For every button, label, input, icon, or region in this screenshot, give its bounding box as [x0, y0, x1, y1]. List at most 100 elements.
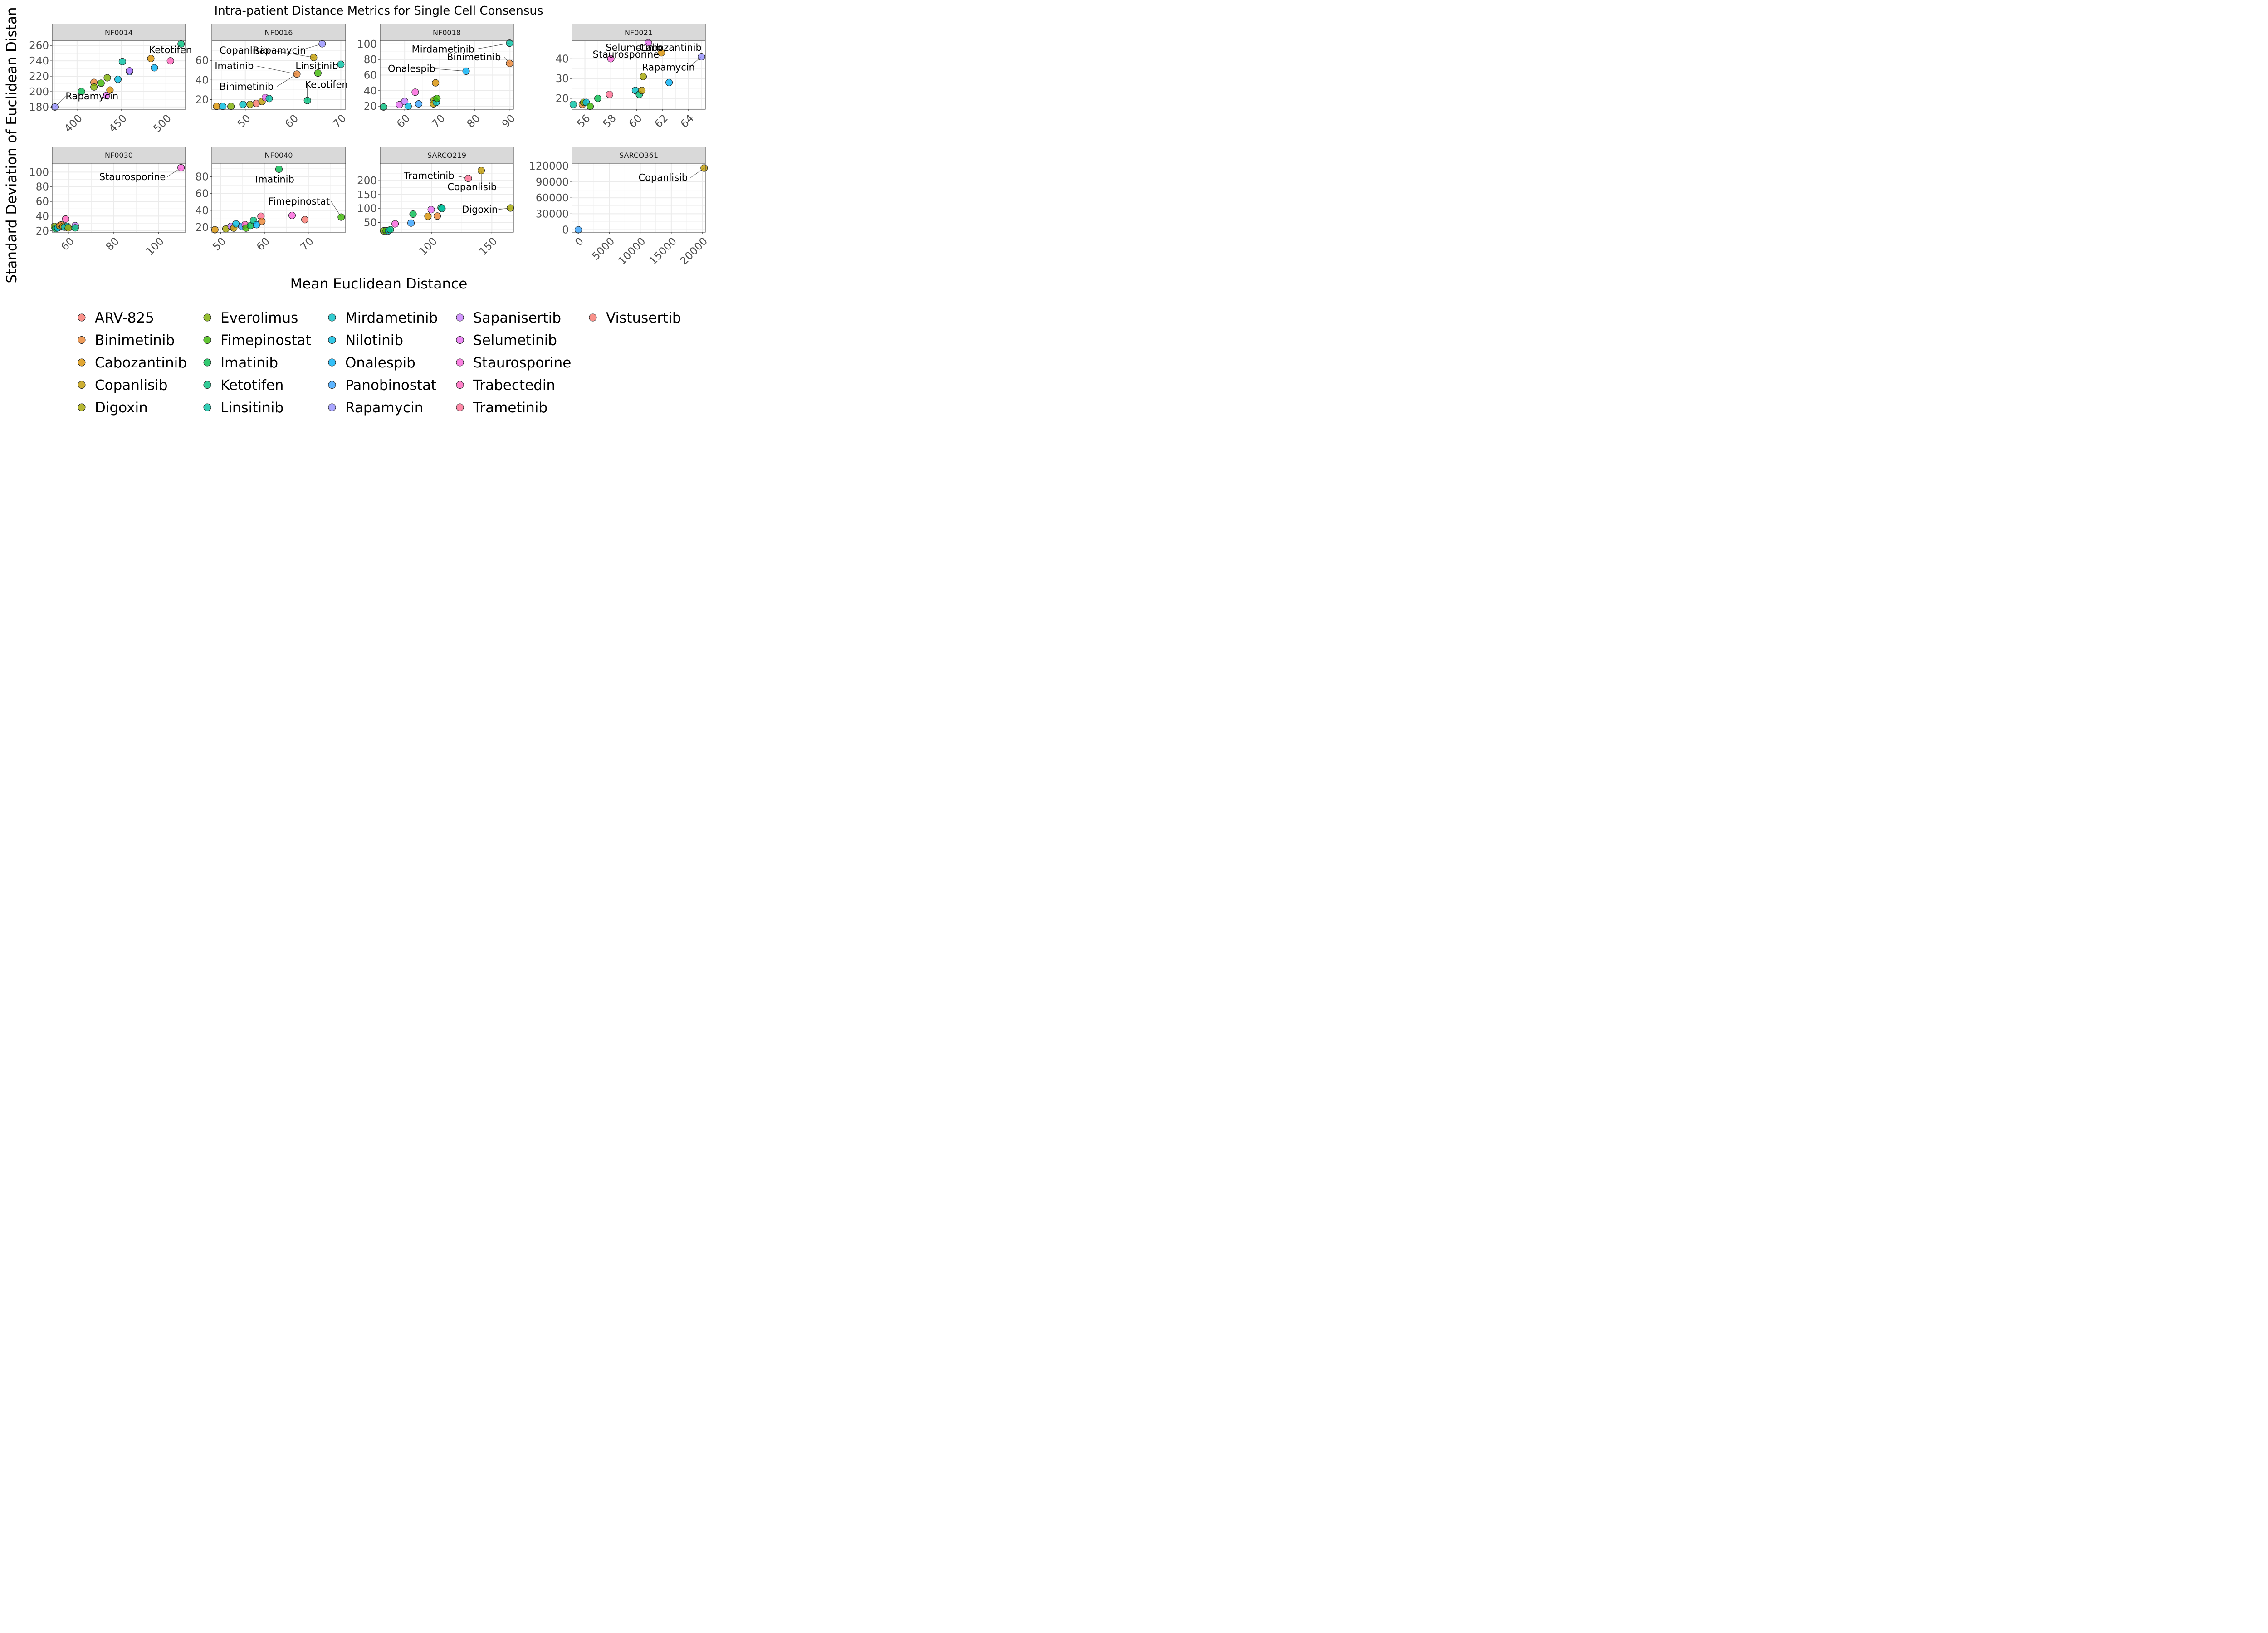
- legend-label: Mirdametinib: [345, 310, 438, 326]
- data-point-trabectedin: [62, 215, 69, 223]
- facet-nf0018: NF0018 20 40 60 80 100 60 70 80 90 MirdametinibBin…: [357, 24, 518, 130]
- legend-label: Binimetinib: [95, 332, 175, 349]
- legend-item-selumetinib: Selumetinib: [456, 332, 557, 349]
- legend-key: [328, 358, 336, 367]
- facet-nf0014: NF0014 180 200 220 240 260 400 450 500 Rapamycin K…: [29, 24, 192, 135]
- data-point-everolimus: [90, 83, 98, 91]
- data-point-cabozantinib: [432, 79, 440, 87]
- data-point-cabozantinib: [147, 55, 155, 63]
- y-tick-label: 40: [196, 205, 209, 217]
- legend-key: [203, 381, 211, 389]
- legend-label: Rapamycin: [345, 400, 423, 416]
- point-label: Onalespib: [388, 64, 435, 74]
- legend-key: [456, 358, 464, 367]
- point-label: Binimetinib: [447, 52, 501, 63]
- legend-item-cabozantinib: Cabozantinib: [78, 355, 187, 371]
- panel-background: [52, 41, 186, 109]
- data-point-imatinib: [409, 210, 417, 218]
- legend-key: [78, 381, 86, 389]
- data-point-copanlisib: [310, 54, 318, 61]
- facet-strip: [380, 147, 514, 164]
- data-point-copanlisib: [700, 164, 708, 172]
- y-tick-label: 260: [29, 40, 49, 52]
- y-tick-label: 0: [562, 224, 569, 236]
- x-tick-label: 60: [59, 235, 77, 253]
- data-point-mirdametinib: [239, 101, 247, 108]
- legend-label: Ketotifen: [220, 377, 284, 394]
- x-tick-label: 10000: [616, 235, 648, 267]
- facet-sarco361: SARCO361 0 30000 60000 90000 120000 0 500010000…: [529, 147, 710, 267]
- y-tick-label: 60000: [536, 192, 569, 204]
- data-point-selumetinib: [645, 39, 652, 47]
- panel-border: [572, 40, 706, 110]
- point-label: Selumetinib: [606, 42, 662, 53]
- data-point-fimepinostat: [314, 69, 322, 77]
- y-tick-label: 30: [556, 73, 569, 85]
- x-tick-label: 70: [430, 112, 447, 130]
- legend-item-digoxin: Digoxin: [78, 400, 148, 416]
- legend-key: [328, 381, 336, 389]
- legend: ARV-825 Binimetinib Cabozantinib Copanlisib…: [78, 310, 681, 416]
- facet-strip-label: NF0014: [105, 29, 133, 37]
- legend-key: [456, 313, 464, 322]
- data-point-binimetinib: [258, 217, 266, 225]
- y-tick-label: 60: [36, 196, 49, 208]
- y-tick-label: 60: [196, 188, 209, 200]
- x-tick-label: 62: [653, 112, 670, 130]
- x-tick-label: 70: [298, 235, 316, 253]
- y-tick-label: 40: [196, 74, 209, 86]
- y-tick-label: 80: [196, 171, 209, 183]
- data-point-onalespib: [665, 78, 673, 86]
- data-point-rapamycin: [698, 53, 705, 61]
- x-tick-label: 400: [62, 112, 84, 135]
- facet-strip-label: NF0016: [265, 29, 293, 37]
- data-point-fimepinostat: [433, 94, 441, 102]
- legend-item-trametinib: Trametinib: [456, 400, 547, 416]
- data-point-onalespib: [253, 221, 260, 229]
- x-tick-label: 500: [151, 112, 173, 135]
- legend-label: Vistusertib: [606, 310, 681, 326]
- legend-item-binimetinib: Binimetinib: [78, 332, 175, 349]
- legend-key: [78, 336, 86, 344]
- facet-strip: [52, 147, 186, 164]
- point-label: Fimepinostat: [269, 196, 330, 207]
- x-tick-label: 5000: [590, 235, 617, 263]
- x-tick-label: 450: [107, 112, 129, 135]
- facet-strip-label: NF0021: [625, 29, 653, 37]
- y-tick-label: 20: [36, 225, 49, 237]
- x-tick-label: 0: [573, 235, 586, 249]
- legend-label: Selumetinib: [473, 332, 557, 349]
- legend-key: [203, 313, 211, 322]
- data-point-everolimus: [227, 103, 235, 110]
- data-point-imatinib: [594, 94, 602, 102]
- y-tick-label: 150: [357, 189, 377, 201]
- data-point-cabozantinib: [424, 212, 432, 220]
- legend-key: [78, 403, 86, 411]
- y-tick-label: 20: [556, 93, 569, 105]
- data-point-ketotifen: [177, 40, 185, 48]
- label-leader: [474, 43, 510, 50]
- data-point-cabozantinib: [211, 226, 219, 234]
- facet-strip: [572, 147, 706, 164]
- legend-label: Trabectedin: [473, 377, 555, 394]
- data-point-copanlisib: [638, 87, 646, 94]
- data-point-digoxin: [639, 73, 647, 80]
- x-tick-label: 15000: [647, 235, 679, 267]
- data-point-linsitinib: [438, 205, 446, 212]
- data-point-ketotifen: [71, 224, 79, 232]
- x-tick-label: 60: [395, 112, 412, 130]
- panel-border: [211, 163, 346, 233]
- panel-background: [52, 163, 186, 232]
- x-tick-label: 80: [104, 235, 122, 253]
- data-point-trametinib: [464, 175, 472, 182]
- data-point-nilotinib: [114, 75, 122, 83]
- legend-item-fimepinostat: Fimepinostat: [203, 332, 311, 349]
- x-tick-label: 20000: [678, 235, 710, 267]
- data-point-imatinib: [275, 165, 283, 173]
- facet-strip-label: NF0040: [265, 151, 293, 160]
- y-tick-label: 40: [556, 53, 569, 65]
- facet-nf0040: NF0040 20 40 60 80 50 60 70 Imatinib Fimepinostat: [196, 147, 346, 253]
- data-point-fimepinostat: [337, 213, 345, 221]
- point-label: Ketotifen: [305, 79, 347, 90]
